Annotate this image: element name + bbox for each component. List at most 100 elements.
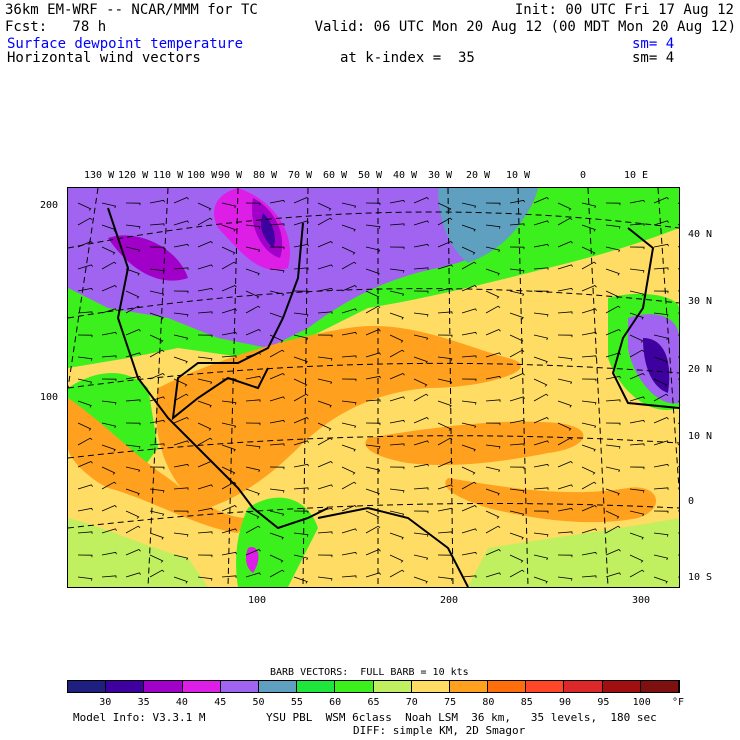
wind-barb <box>653 290 669 294</box>
wind-barb <box>269 396 285 402</box>
wind-barb <box>485 290 500 299</box>
wind-barb <box>101 505 117 512</box>
wind-barb <box>533 378 548 387</box>
wind-barb <box>317 461 333 468</box>
wind-barb <box>293 243 309 248</box>
wind-barb <box>485 352 501 358</box>
wind-barb <box>293 220 309 226</box>
wind-barb <box>101 308 117 314</box>
wind-barb <box>293 487 309 490</box>
wind-barb <box>533 487 549 490</box>
wind-barb <box>533 532 549 537</box>
latitude-label: 20 N <box>688 364 713 375</box>
wind-barb <box>653 378 668 387</box>
wind-barb <box>245 375 261 380</box>
wind-barb <box>77 484 93 490</box>
wind-barb <box>461 224 476 232</box>
wind-barb <box>437 334 453 338</box>
wind-barb <box>461 481 477 490</box>
wind-barb <box>533 440 549 446</box>
wind-barb <box>389 334 404 343</box>
wind-barb <box>173 487 189 490</box>
wind-barb <box>485 399 501 402</box>
wind-barb <box>317 311 333 314</box>
wind-barb <box>485 224 501 229</box>
wind-barb <box>461 505 477 512</box>
wind-barb <box>125 268 140 276</box>
wind-barb <box>557 554 573 558</box>
wind-barb <box>557 241 573 248</box>
wind-barb <box>629 532 644 540</box>
longitude-label: 130 W <box>84 170 115 181</box>
wind-barb <box>221 466 236 475</box>
wind-barb <box>437 241 453 248</box>
wind-barb <box>413 393 429 402</box>
wind-barb <box>341 551 357 556</box>
wind-barb <box>77 400 92 408</box>
wind-barb <box>173 393 189 402</box>
wind-barb <box>173 378 188 387</box>
wind-barb <box>293 393 309 402</box>
model-title: 36km EM-WRF -- NCAR/MMM for TC <box>5 2 258 18</box>
wind-barb <box>437 287 453 292</box>
field-title-dewpoint: Surface dewpoint temperature <box>7 36 244 52</box>
x-grid-label: 200 <box>440 595 459 606</box>
region-80-85 <box>365 421 584 465</box>
wind-barb <box>437 311 453 314</box>
wind-barb <box>653 417 669 424</box>
wind-barb <box>317 576 333 581</box>
longitude-label: 90 W <box>218 170 243 181</box>
wind-barb <box>461 285 477 292</box>
wind-barb <box>653 356 668 364</box>
wind-barb <box>197 531 213 534</box>
wind-barb <box>101 246 116 255</box>
graticule <box>67 187 680 588</box>
region-80-85 <box>445 478 657 523</box>
wind-barb <box>485 422 501 426</box>
wind-barb <box>557 217 573 226</box>
wind-barb <box>269 312 284 320</box>
wind-barb <box>341 246 356 255</box>
color-bar-label: 60 <box>329 697 342 708</box>
wind-barb <box>485 525 501 534</box>
wind-barb <box>293 510 309 514</box>
region-30-35 <box>261 213 275 248</box>
wind-barb <box>173 440 189 446</box>
wind-barb <box>413 243 429 248</box>
wind-barb <box>125 466 141 473</box>
wind-barb <box>557 202 572 211</box>
wind-barb <box>341 505 357 512</box>
wind-barb <box>341 378 357 382</box>
wind-barb <box>125 329 141 336</box>
unit-label: °F <box>671 697 685 708</box>
wind-barb <box>509 199 525 204</box>
wind-barb <box>461 528 477 534</box>
y-grid-label: 200 <box>40 200 59 211</box>
wind-barb <box>581 224 596 232</box>
latitude-label: 40 N <box>688 229 713 240</box>
wind-barb <box>245 329 261 336</box>
wind-barb <box>341 224 356 232</box>
wind-barb <box>125 510 140 519</box>
wind-barb <box>653 220 669 226</box>
wind-barb <box>389 373 405 380</box>
wind-barb <box>341 355 357 358</box>
latitude-label: 10 N <box>688 431 713 442</box>
wind-barb <box>269 199 285 204</box>
wind-barb <box>509 419 525 424</box>
wind-barb <box>533 356 548 364</box>
wind-barb <box>77 378 93 385</box>
wind-barb <box>389 268 405 273</box>
wind-barb <box>293 463 309 468</box>
coastlines <box>107 207 680 588</box>
wind-barb <box>653 554 669 561</box>
wind-barb <box>293 312 309 317</box>
wind-barb <box>269 268 285 273</box>
wind-barb <box>485 510 500 519</box>
wind-barb <box>461 551 477 556</box>
valid-time: Valid: 06 UTC Mon 20 Aug 12 (00 MDT Mon … <box>314 19 736 35</box>
wind-barb <box>173 417 189 424</box>
wind-barb <box>77 554 93 558</box>
wind-barb <box>533 393 549 402</box>
wind-barb <box>413 220 429 226</box>
